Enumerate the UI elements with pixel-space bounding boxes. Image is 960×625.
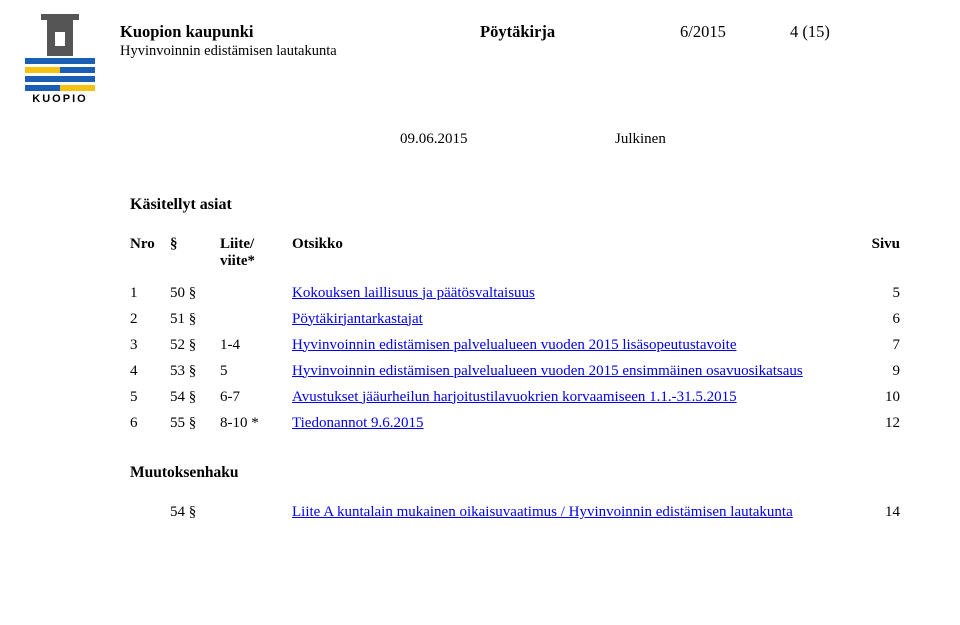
- content: Käsitellyt asiat Nro § Liite/ viite* Ots…: [130, 196, 900, 525]
- toc-row: 453 §5Hyvinvoinnin edistämisen palvelual…: [130, 358, 900, 384]
- toc-nro: 1: [130, 280, 170, 306]
- col-sivu: Sivu: [850, 236, 900, 280]
- toc-page: 10: [850, 384, 900, 410]
- date-row: 09.06.2015 Julkinen: [400, 131, 960, 148]
- toc-liite: 8-10 *: [220, 410, 292, 436]
- muu-sym: 54 §: [170, 500, 292, 525]
- col-liite: Liite/ viite*: [220, 236, 292, 280]
- doc-status: Julkinen: [615, 131, 666, 148]
- doc-date: 09.06.2015: [400, 131, 615, 148]
- page-header: KUOPIO Kuopion kaupunki Hyvinvoinnin edi…: [0, 0, 960, 105]
- col-nro: Nro: [130, 236, 170, 280]
- toc-sym: 51 §: [170, 306, 220, 332]
- toc-page: 6: [850, 306, 900, 332]
- toc-title-cell: Tiedonannot 9.6.2015: [292, 410, 850, 436]
- board-name: Hyvinvoinnin edistämisen lautakunta: [120, 43, 480, 60]
- toc-nro: 3: [130, 332, 170, 358]
- logo: KUOPIO: [0, 18, 120, 105]
- toc-link[interactable]: Kokouksen laillisuus ja päätösvaltaisuus: [292, 285, 535, 301]
- toc-liite: [220, 306, 292, 332]
- doc-number: 6/2015: [680, 22, 790, 60]
- toc-table: Nro § Liite/ viite* Otsikko Sivu 150 § Ko…: [130, 236, 900, 436]
- logo-stripes-icon: [25, 58, 95, 90]
- muu-table: 54 §Liite A kuntalain mukainen oikaisuva…: [130, 500, 900, 525]
- toc-liite: 6-7: [220, 384, 292, 410]
- muu-title-cell: Liite A kuntalain mukainen oikaisuvaatim…: [292, 500, 850, 525]
- page-info: 4 (15): [790, 22, 890, 60]
- toc-sym: 55 §: [170, 410, 220, 436]
- section-title: Käsitellyt asiat: [130, 196, 900, 214]
- toc-row: 251 § Pöytäkirjantarkastajat 6: [130, 306, 900, 332]
- col-ots: Otsikko: [292, 236, 850, 280]
- toc-page: 12: [850, 410, 900, 436]
- toc-nro: 5: [130, 384, 170, 410]
- toc-row: 150 § Kokouksen laillisuus ja päätösvalta…: [130, 280, 900, 306]
- org-name: Kuopion kaupunki: [120, 22, 480, 42]
- toc-link[interactable]: Avustukset jääurheilun harjoitustilavuok…: [292, 389, 737, 405]
- toc-liite: [220, 280, 292, 306]
- muutoksenhaku-title: Muutoksenhaku: [130, 464, 900, 482]
- toc-link[interactable]: Hyvinvoinnin edistämisen palvelualueen v…: [292, 337, 737, 353]
- header-text-block: Kuopion kaupunki Hyvinvoinnin edistämise…: [120, 18, 960, 60]
- toc-title-cell: Hyvinvoinnin edistämisen palvelualueen v…: [292, 332, 850, 358]
- toc-row: 655 §8-10 *Tiedonannot 9.6.2015 12: [130, 410, 900, 436]
- toc-page: 7: [850, 332, 900, 358]
- toc-liite: 5: [220, 358, 292, 384]
- logo-text: KUOPIO: [32, 93, 87, 105]
- toc-sym: 53 §: [170, 358, 220, 384]
- toc-title-cell: Kokouksen laillisuus ja päätösvaltaisuus: [292, 280, 850, 306]
- toc-nro: 2: [130, 306, 170, 332]
- toc-title-cell: Hyvinvoinnin edistämisen palvelualueen v…: [292, 358, 850, 384]
- toc-link[interactable]: Pöytäkirjantarkastajat: [292, 311, 423, 327]
- toc-link[interactable]: Tiedonannot 9.6.2015: [292, 415, 424, 431]
- toc-title-cell: Pöytäkirjantarkastajat: [292, 306, 850, 332]
- toc-row: 554 §6-7Avustukset jääurheilun harjoitus…: [130, 384, 900, 410]
- muu-link[interactable]: Liite A kuntalain mukainen oikaisuvaatim…: [292, 504, 793, 520]
- muu-spacer: [130, 500, 170, 525]
- doc-type: Pöytäkirja: [480, 22, 680, 60]
- toc-page: 9: [850, 358, 900, 384]
- toc-title-cell: Avustukset jääurheilun harjoitustilavuok…: [292, 384, 850, 410]
- toc-nro: 4: [130, 358, 170, 384]
- toc-sym: 52 §: [170, 332, 220, 358]
- toc-link[interactable]: Hyvinvoinnin edistämisen palvelualueen v…: [292, 363, 803, 379]
- toc-liite: 1-4: [220, 332, 292, 358]
- toc-sym: 50 §: [170, 280, 220, 306]
- coat-of-arms-icon: [35, 20, 85, 56]
- toc-page: 5: [850, 280, 900, 306]
- col-sym: §: [170, 236, 220, 280]
- muu-row: 54 §Liite A kuntalain mukainen oikaisuva…: [130, 500, 900, 525]
- muu-page: 14: [850, 500, 900, 525]
- toc-sym: 54 §: [170, 384, 220, 410]
- toc-nro: 6: [130, 410, 170, 436]
- toc-row: 352 §1-4Hyvinvoinnin edistämisen palvelu…: [130, 332, 900, 358]
- toc-header-row: Nro § Liite/ viite* Otsikko Sivu: [130, 236, 900, 280]
